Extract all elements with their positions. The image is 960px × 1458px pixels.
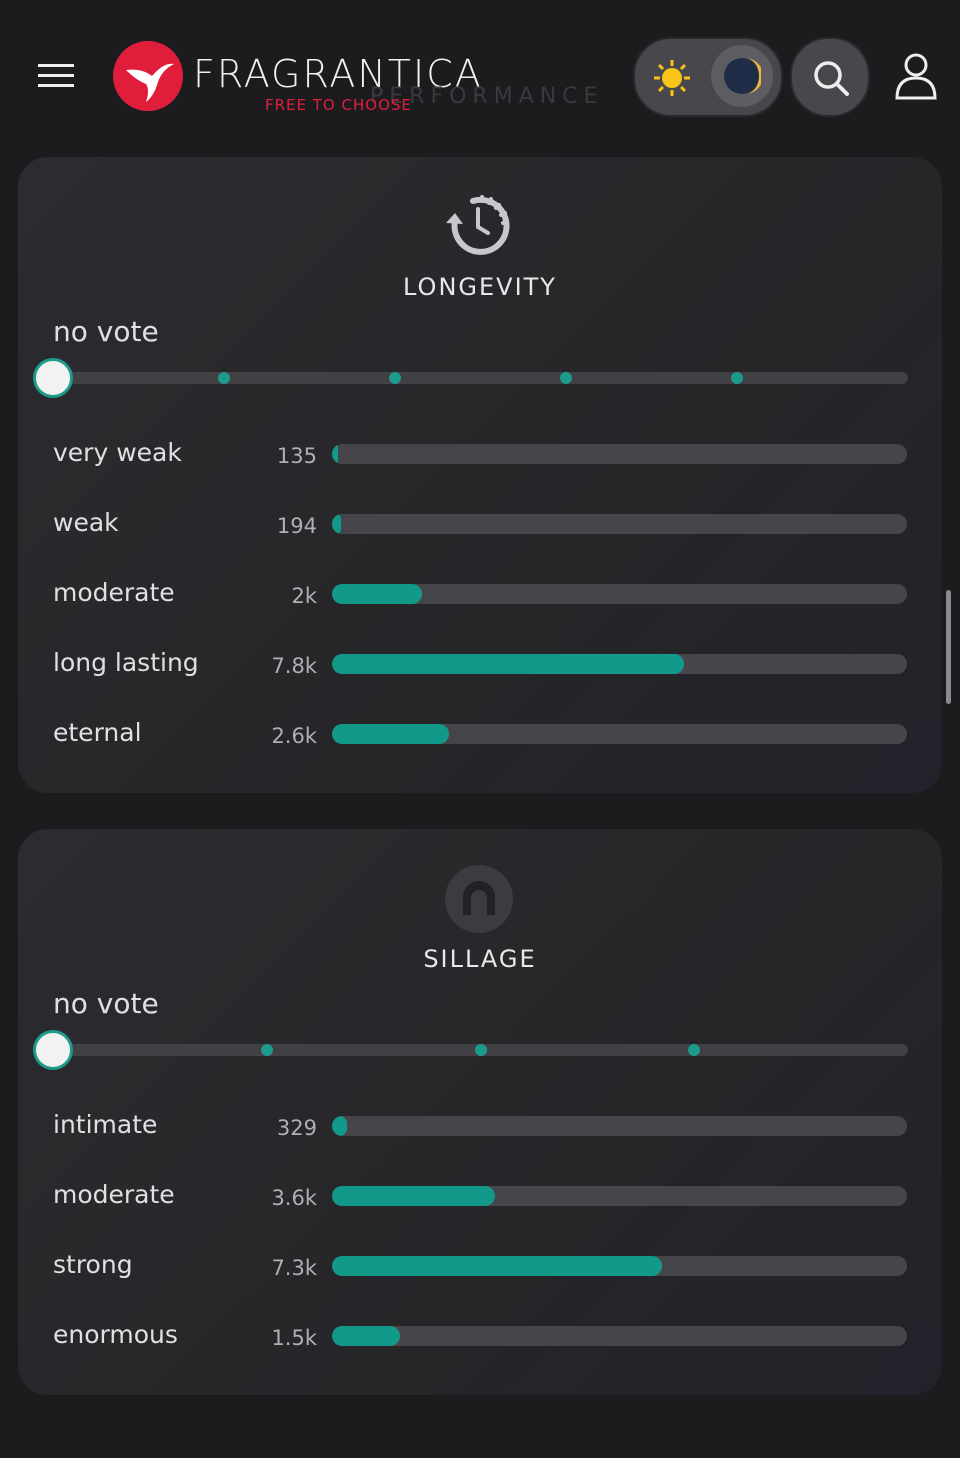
slider-knob[interactable] bbox=[33, 358, 73, 398]
bar-track bbox=[332, 654, 907, 674]
sun-icon bbox=[654, 60, 690, 96]
option-label: very weak bbox=[53, 438, 182, 467]
bar bbox=[332, 514, 341, 534]
vote-slider[interactable] bbox=[53, 1044, 908, 1056]
card-title: LONGEVITY bbox=[403, 273, 557, 301]
vote-count: 7.8k bbox=[271, 654, 317, 678]
vote-state: no vote bbox=[53, 987, 159, 1020]
option-label: moderate bbox=[53, 1180, 175, 1209]
bar-track bbox=[332, 1326, 907, 1346]
vote-slider[interactable] bbox=[53, 372, 908, 384]
search-button[interactable] bbox=[790, 37, 870, 117]
theme-toggle[interactable] bbox=[633, 37, 783, 117]
option-label: strong bbox=[53, 1250, 133, 1279]
bar-track bbox=[332, 724, 907, 744]
vote-count: 7.3k bbox=[271, 1256, 317, 1280]
bar-track bbox=[332, 444, 907, 464]
slider-step[interactable] bbox=[218, 372, 230, 384]
bar bbox=[332, 1116, 347, 1136]
option-label: eternal bbox=[53, 718, 142, 747]
longevity-card: LONGEVITY no vote very weak 135 weak 194 moder… bbox=[18, 157, 942, 793]
vote-count: 3.6k bbox=[271, 1186, 317, 1210]
bar bbox=[332, 724, 450, 744]
bar-track bbox=[332, 584, 907, 604]
vote-count: 194 bbox=[276, 514, 317, 538]
vote-count: 2.6k bbox=[271, 724, 317, 748]
bar-track bbox=[332, 514, 907, 534]
moon-icon bbox=[724, 58, 761, 94]
tagline: FREE TO CHOOSE bbox=[265, 96, 412, 114]
sillage-icon bbox=[443, 863, 515, 939]
bar-track bbox=[332, 1186, 907, 1206]
section-heading: PERFORMANCE bbox=[370, 84, 604, 109]
card-title: SILLAGE bbox=[423, 945, 537, 973]
header: FRAGRANTICA PERFORMANCE FREE TO CHOOSE bbox=[0, 0, 960, 150]
scrollbar[interactable] bbox=[946, 590, 951, 704]
user-button[interactable] bbox=[894, 52, 938, 100]
longevity-icon bbox=[443, 191, 517, 267]
bar-track bbox=[332, 1116, 907, 1136]
vote-count: 135 bbox=[276, 444, 317, 468]
vote-count: 1.5k bbox=[271, 1326, 317, 1350]
slider-knob[interactable] bbox=[33, 1030, 73, 1070]
slider-step[interactable] bbox=[389, 372, 401, 384]
bar bbox=[332, 444, 339, 464]
option-label: enormous bbox=[53, 1320, 178, 1349]
vote-count: 329 bbox=[276, 1116, 317, 1140]
slider-step[interactable] bbox=[260, 1044, 273, 1056]
sillage-card: SILLAGE no vote intimate 329 moderate 3.6k str… bbox=[18, 829, 942, 1395]
slider-step[interactable] bbox=[560, 372, 572, 384]
option-label: intimate bbox=[53, 1110, 158, 1139]
option-label: moderate bbox=[53, 578, 175, 607]
option-label: weak bbox=[53, 508, 119, 537]
vote-state: no vote bbox=[53, 315, 159, 348]
slider-step[interactable] bbox=[688, 1044, 701, 1056]
bar bbox=[332, 1186, 495, 1206]
bar bbox=[332, 1256, 662, 1276]
bar bbox=[332, 1326, 400, 1346]
vote-count: 2k bbox=[291, 584, 317, 608]
option-label: long lasting bbox=[53, 648, 199, 677]
slider-step[interactable] bbox=[731, 372, 743, 384]
menu-button[interactable] bbox=[38, 62, 76, 90]
bar bbox=[332, 584, 423, 604]
bar-track bbox=[332, 1256, 907, 1276]
bar bbox=[332, 654, 685, 674]
slider-step[interactable] bbox=[474, 1044, 487, 1056]
brand: FRAGRANTICA bbox=[193, 52, 483, 96]
logo[interactable] bbox=[112, 40, 184, 112]
